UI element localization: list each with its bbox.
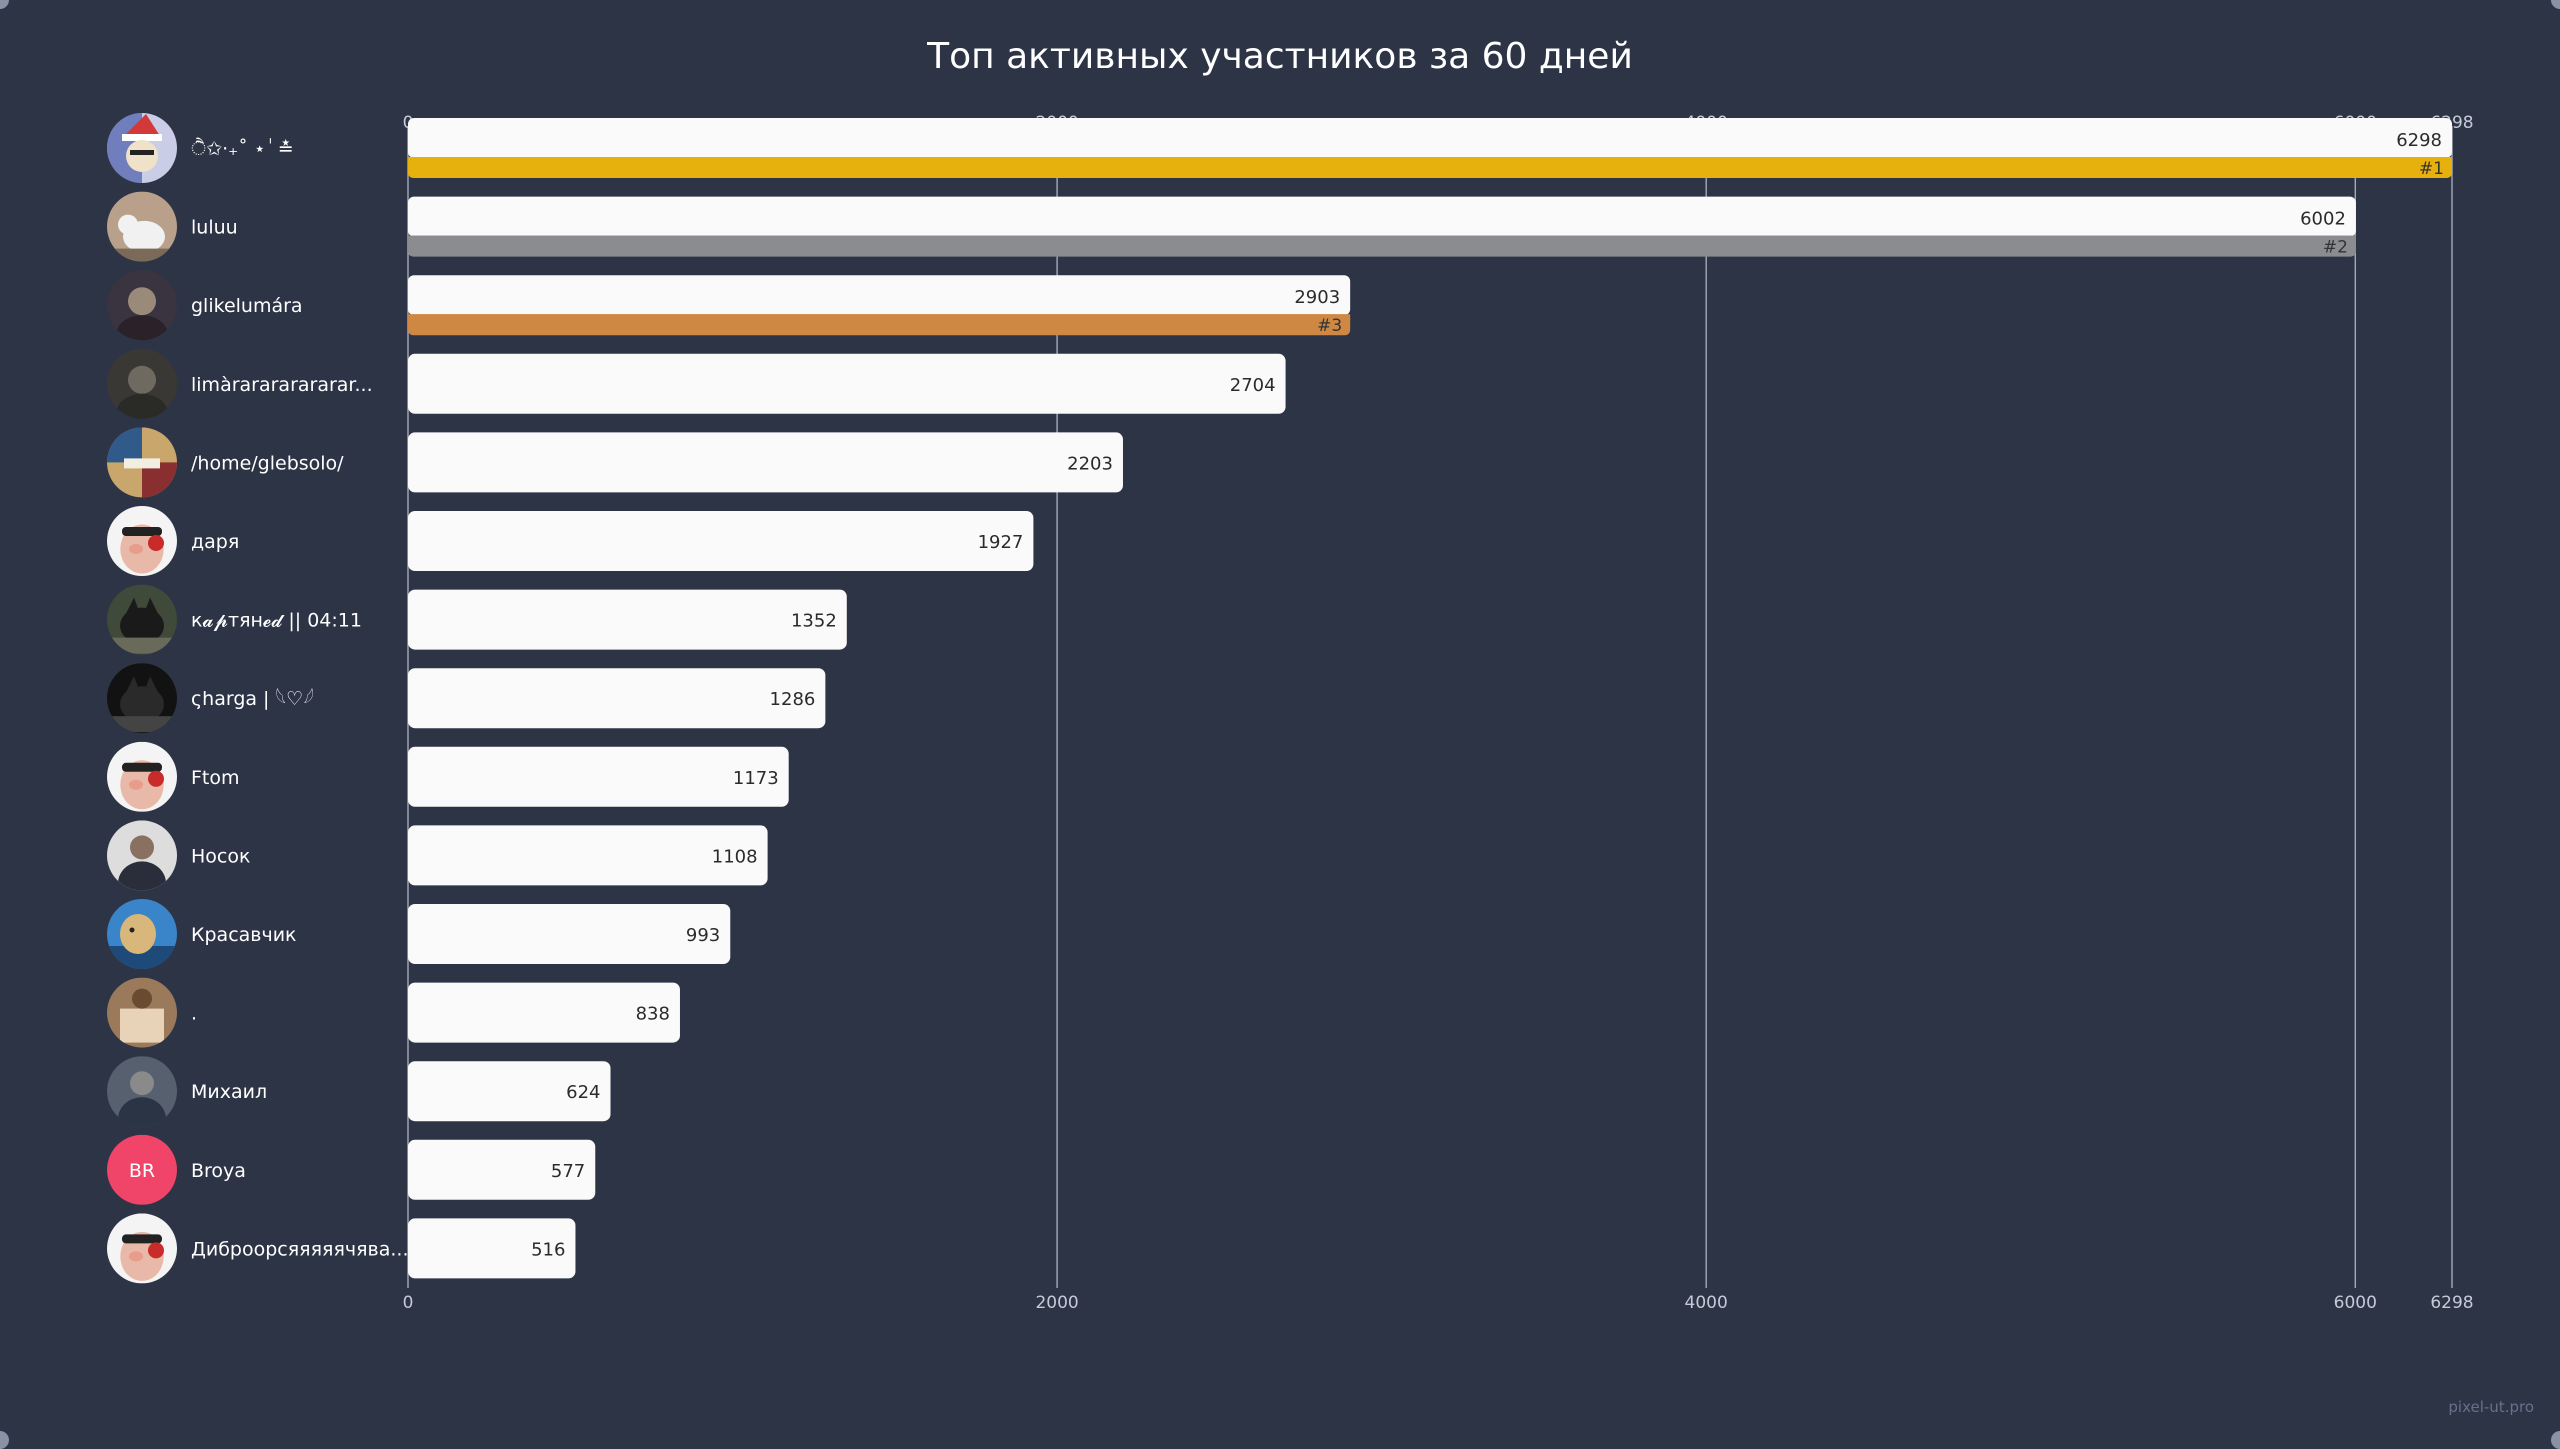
value-label: 577 [551,1161,585,1182]
dark-cat-avatar-icon [107,663,177,734]
tick-label-bottom: 0 [403,1293,414,1313]
member-name: . [191,1003,197,1025]
value-label: 1108 [712,846,758,867]
member-name: Михаил [191,1081,267,1103]
leaderboard-row: glikelumára #3 2903 [107,270,1351,341]
bar [408,1218,576,1279]
bar [408,904,731,964]
rank-label: #2 [2323,238,2348,258]
watermark: pixel-ut.pro [2448,1398,2534,1416]
leaderboard-row: luluu #2 6002 [107,191,2356,262]
value-label: 6002 [2300,209,2346,230]
value-label: 1173 [733,768,779,789]
black-cat-avatar-icon [107,584,177,655]
value-label: 6298 [2396,130,2442,151]
corner-dot-top-right [2551,0,2560,9]
value-label: 516 [531,1239,565,1260]
bar [408,746,789,807]
white-dog-avatar-icon [107,191,177,262]
portrait-avatar-icon [107,270,177,341]
value-label: 993 [686,925,720,946]
person-avatar-icon [107,1056,177,1127]
pig-avatar-icon [107,1213,177,1284]
bar [408,982,680,1043]
bar [408,668,826,729]
tick-label-bottom: 6000 [2334,1293,2377,1313]
sign-avatar-icon [107,977,177,1048]
value-label: 1927 [978,532,1024,553]
value-label: 2203 [1067,453,1113,474]
leaderboard-row: BR Broya 577 [107,1134,596,1205]
rows: ੈ✩‧₊˚ ⋆ ٰ ≛ ͏ #1 6298 luluu #2 6002 glikelumár… [107,113,2452,1284]
tick-label-bottom: 2000 [1035,1293,1078,1313]
tick-label-bottom: 6298 [2430,1293,2473,1313]
rank-label: #3 [1317,316,1342,336]
leaderboard-row: Ftom 1173 [107,741,789,812]
member-name: /home/glebsolo/ [191,452,344,474]
bar [408,196,2356,237]
doge-avatar-icon [107,899,177,969]
leaderboard-row: к𝓪𝓹тян𝓮𝓭 || 04:11 1352 [107,584,847,655]
member-name: Носок [191,845,250,867]
collage-avatar-icon [107,427,177,498]
value-label: 2903 [1294,287,1340,308]
tick-label-top: 0 [403,113,414,133]
leaderboard-row: ςharga | 𓆩♡𓆪 1286 [107,663,826,734]
bottom-axis-ticks: 0 2000 4000 6000 6298 [403,1293,2474,1313]
corner-dot-top-left [0,0,9,9]
member-name: luluu [191,217,238,239]
leaderboard-row: . 838 [107,977,680,1048]
leaderboard-row: ੈ✩‧₊˚ ⋆ ٰ ≛ ͏ #1 6298 [107,113,2452,183]
leaderboard-row: Носок 1108 [107,820,768,891]
bar [408,825,768,886]
rank-bar-join [408,314,1351,321]
corner-dot-bottom-right [2551,1431,2560,1449]
member-name: ςharga | 𓆩♡𓆪 [191,688,314,710]
value-label: 1286 [770,689,816,710]
man-avatar-icon [107,820,177,891]
pig-avatar-icon [107,506,177,576]
member-name: Красавчик [191,924,297,946]
leaderboard-row: limàrarararararar... 2704 [107,348,1286,419]
member-name: limàrarararararar... [191,374,373,396]
member-name: ੈ✩‧₊˚ ⋆ ٰ ≛ ͏ [191,137,300,160]
member-name: glikelumára [191,295,303,317]
rank-bar-join [408,157,2452,163]
santa-hat-avatar-icon [107,113,177,183]
value-label: 1352 [791,611,837,632]
avatar-initials: BR [129,1160,155,1182]
pig-avatar-icon [107,741,177,812]
rank-bar-join [408,235,2356,242]
value-label: 2704 [1230,375,1276,396]
member-name: Ftom [191,767,240,789]
bar [408,432,1123,493]
rank-label: #1 [2419,159,2444,179]
member-name: к𝓪𝓹тян𝓮𝓭 || 04:11 [191,610,362,632]
bar [408,1061,611,1122]
leaderboard-row: Красавчик 993 [107,899,731,969]
bar [408,353,1286,414]
leaderboard-row: Михаил 624 [107,1056,611,1127]
bar [408,118,2452,158]
chart-title: Топ активных участников за 60 дней [926,36,1633,77]
member-name: Диброорсяяяяячява... [191,1238,409,1260]
bar [408,275,1351,316]
bar [408,1139,596,1200]
tick-label-bottom: 4000 [1685,1293,1728,1313]
leaderboard-row: Диброорсяяяяячява... 516 [107,1213,576,1284]
leaderboard-row: /home/glebsolo/2203 [107,427,1123,498]
value-label: 624 [566,1082,600,1103]
initials-avatar-icon: BR [107,1134,177,1205]
dark-photo-avatar-icon [107,348,177,419]
value-label: 838 [636,1004,670,1025]
bar [408,589,847,650]
bar [408,511,1034,571]
member-name: Broya [191,1160,246,1182]
member-name: даря [191,531,239,553]
leaderboard-row: даря 1927 [107,506,1034,576]
